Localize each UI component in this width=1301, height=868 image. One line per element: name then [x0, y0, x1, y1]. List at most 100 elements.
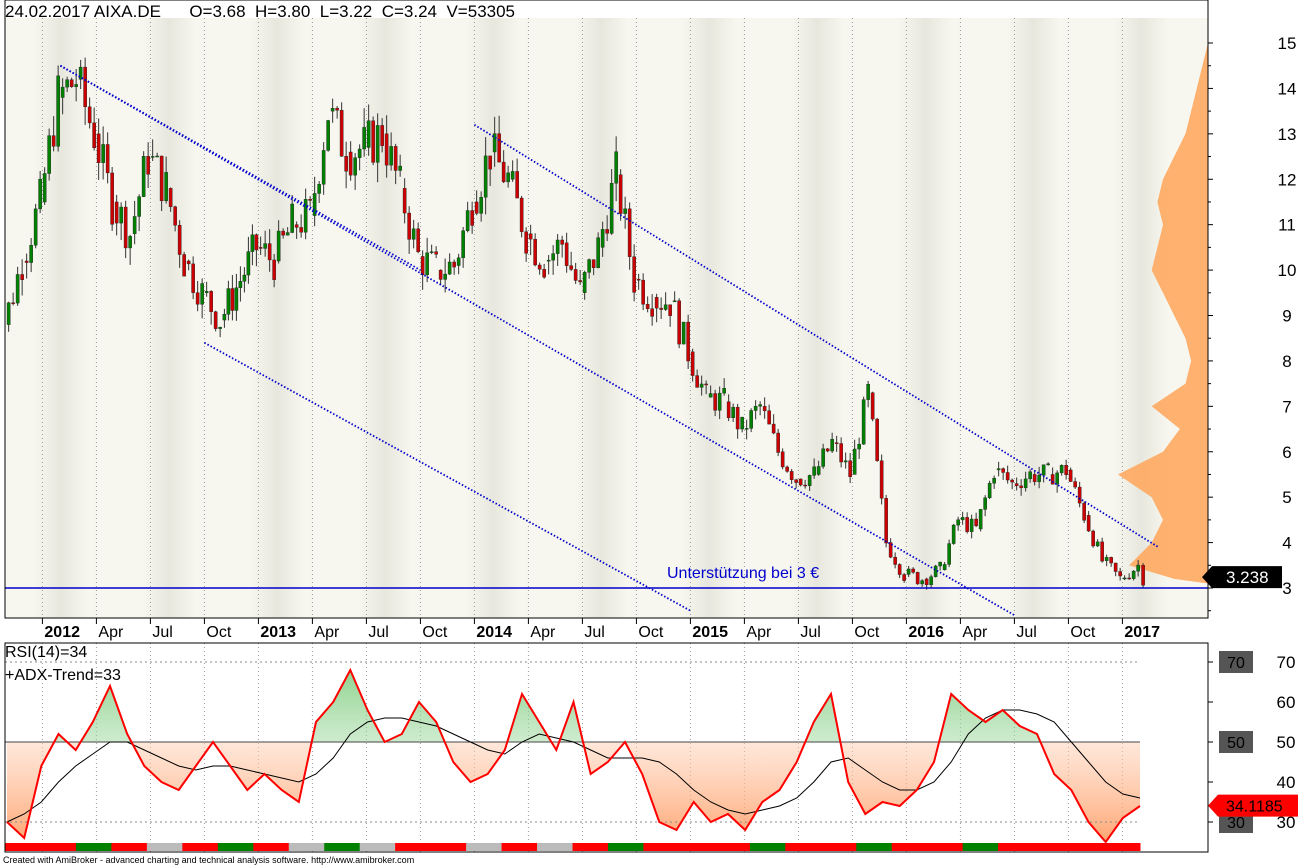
rsi-last-value: 34.1185 — [1226, 799, 1283, 816]
candle-body — [942, 564, 947, 571]
candle-body — [798, 478, 803, 486]
candle-body — [191, 263, 195, 293]
last-price-value: 3.238 — [1226, 568, 1269, 587]
background-band — [1114, 18, 1168, 618]
candle-body — [96, 133, 101, 163]
trend-segment — [537, 843, 573, 851]
candle-body — [393, 146, 398, 171]
price-panel-frame — [4, 0, 1209, 619]
candle-body — [128, 236, 132, 249]
candle-body — [555, 239, 560, 254]
candle-body — [893, 556, 897, 565]
trend-segment — [430, 843, 467, 851]
rsi-label: RSI(14)=34 — [5, 644, 88, 661]
trend-segment — [359, 843, 396, 851]
candle-body — [141, 156, 146, 197]
candle-body — [425, 252, 429, 276]
candle-body — [762, 406, 767, 411]
candle-body — [920, 580, 924, 585]
footer-credit: Created with AmiBroker - advanced charti… — [3, 855, 415, 865]
candle-body — [294, 224, 299, 228]
candle-body — [668, 304, 672, 316]
trend-segment — [643, 843, 680, 851]
candle-body — [1073, 481, 1077, 488]
candle-body — [965, 517, 969, 532]
candle-body — [1023, 478, 1028, 489]
candle-body — [645, 304, 650, 309]
candle-body — [614, 151, 618, 184]
rsi-tick-label: 70 — [1277, 653, 1296, 672]
candle-body — [132, 216, 137, 234]
candle-body — [722, 388, 726, 394]
candle-body — [830, 438, 834, 452]
background-band — [466, 18, 520, 618]
header-open: O=3.68 — [189, 2, 246, 21]
candle-body — [105, 144, 110, 174]
candle-body — [47, 135, 51, 174]
trend-segment — [820, 843, 857, 851]
time-tick-label: Oct — [854, 624, 879, 641]
candle-body — [1068, 469, 1073, 482]
trend-segment — [998, 843, 1035, 851]
candle-body — [969, 518, 974, 532]
candle-body — [861, 399, 866, 445]
candle-body — [1064, 465, 1068, 475]
price-tick-label: 9 — [1282, 307, 1291, 326]
candle-body — [357, 148, 362, 158]
candle-body — [230, 288, 235, 311]
candle-body — [636, 278, 641, 281]
candle-body — [987, 482, 992, 499]
candle-body — [677, 300, 681, 345]
candle-body — [488, 155, 492, 170]
candle-body — [42, 173, 47, 203]
time-tick-label: Apr — [530, 624, 556, 641]
header-volume: V=53305 — [446, 2, 516, 21]
trendlines — [59, 64, 1159, 617]
time-tick-label: Jul — [800, 624, 820, 641]
candle-body — [533, 238, 537, 266]
rsi-fill-oversold — [7, 742, 1140, 842]
candle-body — [411, 228, 416, 240]
candle-body — [924, 578, 929, 585]
trend-segment — [607, 843, 644, 851]
rsi-background — [520, 643, 574, 852]
candle-body — [353, 157, 357, 176]
time-tick-label: 2017 — [1124, 624, 1160, 641]
candle-body — [578, 280, 582, 283]
time-tick-label: Oct — [422, 624, 447, 641]
candle-body — [1055, 472, 1059, 485]
candle-body — [875, 418, 879, 461]
rsi-last-marker: 34.1185 — [1208, 794, 1298, 817]
candle-body — [735, 406, 740, 430]
trend-segment — [40, 843, 77, 851]
rsi-tick-label: 30 — [1277, 813, 1296, 832]
candle-body — [794, 479, 798, 483]
candle-body — [758, 404, 762, 407]
candle-body — [321, 150, 326, 185]
candle-body — [663, 304, 668, 310]
candle-body — [470, 210, 474, 226]
candle-body — [242, 274, 247, 282]
candle-body — [234, 287, 239, 311]
candle-body — [213, 311, 218, 329]
candle-body — [186, 260, 191, 265]
candle-body — [465, 210, 470, 231]
candle-body — [564, 242, 569, 266]
time-tick-label: Oct — [206, 624, 231, 641]
candle-body — [672, 300, 677, 303]
candle-body — [15, 274, 20, 304]
time-tick-label: 2012 — [44, 624, 80, 641]
background-band — [844, 18, 898, 618]
rsi-level-box — [1219, 651, 1253, 673]
candle-body — [389, 146, 393, 166]
candle-body — [434, 251, 438, 255]
candle-body — [686, 321, 690, 362]
candle-body — [159, 155, 164, 202]
trend-segment — [288, 843, 325, 851]
candle-body — [1131, 570, 1136, 579]
candle-body — [600, 229, 605, 248]
candle-body — [254, 234, 259, 251]
header-close: C=3.24 — [381, 2, 438, 21]
trend-segment — [785, 843, 822, 851]
candle-body — [339, 110, 344, 157]
